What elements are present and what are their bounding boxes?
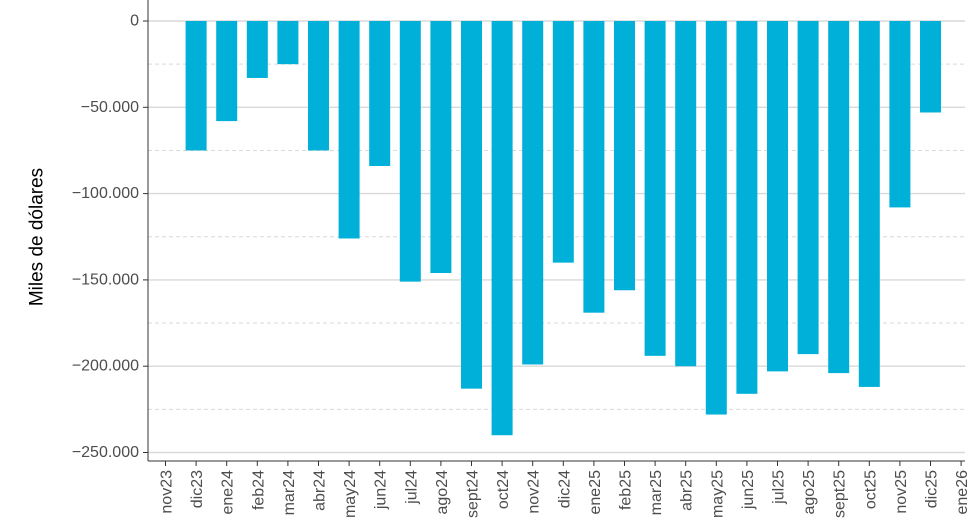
x-tick-label: dic25 bbox=[924, 470, 941, 508]
bar-nov24 bbox=[522, 21, 544, 365]
y-tick-label: −100.000 bbox=[72, 185, 139, 202]
x-tick-label: jul24 bbox=[403, 470, 420, 505]
x-tick-label: may24 bbox=[342, 470, 359, 518]
x-tick-label: ene24 bbox=[220, 470, 237, 515]
bar-ene25 bbox=[583, 21, 605, 313]
x-tick-label: jun25 bbox=[740, 470, 757, 510]
bar-dic24 bbox=[552, 21, 574, 263]
bar-jul24 bbox=[399, 21, 421, 282]
y-tick-label: 0 bbox=[130, 13, 139, 30]
bar-ene24 bbox=[216, 21, 238, 122]
bars bbox=[185, 21, 941, 436]
bar-nov25 bbox=[889, 21, 911, 208]
x-tick-label: oct24 bbox=[495, 470, 512, 509]
bar-oct24 bbox=[491, 21, 513, 436]
bar-jul25 bbox=[767, 21, 788, 372]
y-tick-label: −250.000 bbox=[72, 444, 139, 461]
bar-sept25 bbox=[828, 21, 850, 374]
bar-mar24 bbox=[277, 21, 299, 65]
bar-mar25 bbox=[644, 21, 666, 356]
x-tick-label: nov23 bbox=[159, 470, 176, 514]
x-tick-label: mar24 bbox=[281, 470, 298, 515]
bar-dic23 bbox=[185, 21, 207, 151]
x-tick-label: nov24 bbox=[526, 470, 543, 514]
bar-jun25 bbox=[736, 21, 758, 394]
bar-feb24 bbox=[246, 21, 268, 78]
x-tick-label: dic24 bbox=[556, 470, 573, 508]
bar-ago24 bbox=[430, 21, 452, 273]
x-tick-label: may25 bbox=[709, 470, 726, 518]
x-tick-label: feb25 bbox=[618, 470, 635, 510]
y-axis-title: Miles de dólares bbox=[27, 168, 48, 306]
x-tick-label: dic23 bbox=[189, 470, 206, 508]
x-tick-label: ene26 bbox=[954, 470, 967, 515]
bar-oct25 bbox=[858, 21, 880, 387]
bar-abr24 bbox=[308, 21, 329, 151]
x-tick-label: abr24 bbox=[312, 470, 329, 511]
x-tick-label: jun24 bbox=[373, 470, 390, 510]
x-tick-label: oct25 bbox=[862, 470, 879, 509]
axes: 0 −50.000 −100.000 −150.000 −200.000 −250.000… bbox=[72, 0, 967, 518]
bar-may24 bbox=[338, 21, 360, 239]
bar-abr25 bbox=[675, 21, 697, 367]
y-tick-label: −200.000 bbox=[72, 358, 139, 375]
x-tick-label: ago24 bbox=[434, 470, 451, 515]
bar-jun24 bbox=[369, 21, 391, 166]
x-tick-label: abr25 bbox=[679, 470, 696, 511]
x-tick-label: jul25 bbox=[771, 470, 788, 505]
x-tick-label: ene25 bbox=[587, 470, 604, 515]
x-tick-label: mar25 bbox=[648, 470, 665, 515]
bar-ago25 bbox=[797, 21, 819, 355]
y-tick-label: −150.000 bbox=[72, 271, 139, 288]
x-tick-label: sept25 bbox=[832, 470, 849, 518]
x-tick-label: feb24 bbox=[250, 470, 267, 510]
bar-may25 bbox=[705, 21, 727, 415]
bar-dic25 bbox=[920, 21, 941, 113]
bar-feb25 bbox=[614, 21, 635, 291]
x-tick-label: sept24 bbox=[465, 470, 482, 518]
y-tick-label: −50.000 bbox=[81, 99, 139, 116]
x-tick-label: ago25 bbox=[801, 470, 818, 515]
bar-sept24 bbox=[461, 21, 482, 389]
x-tick-label: nov25 bbox=[893, 470, 910, 514]
